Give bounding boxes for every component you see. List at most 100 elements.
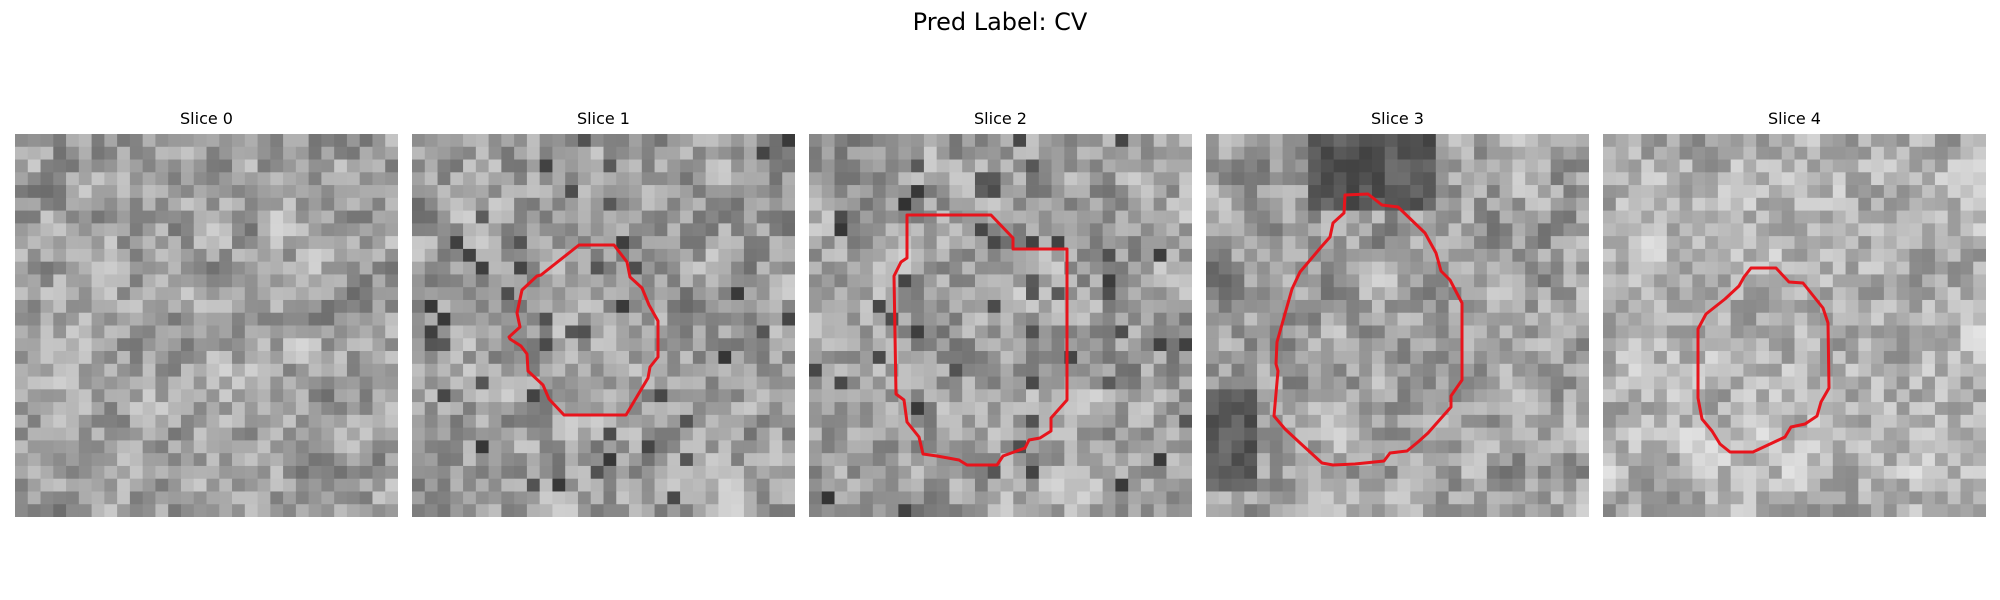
pixel — [1359, 236, 1373, 250]
pixel — [488, 453, 502, 467]
pixel — [78, 287, 92, 301]
pixel — [1603, 491, 1617, 505]
pixel — [1666, 172, 1680, 186]
pixel — [1077, 504, 1091, 517]
pixel — [168, 197, 182, 211]
pixel — [1666, 197, 1680, 211]
pixel — [1038, 491, 1052, 505]
pixel — [1410, 440, 1424, 454]
pixel — [180, 274, 195, 288]
pixel — [1077, 363, 1091, 377]
pixel — [936, 287, 950, 301]
pixel — [1871, 197, 1885, 211]
pixel — [1435, 478, 1449, 492]
pixel — [872, 197, 886, 211]
pixel — [475, 172, 489, 186]
pixel — [1883, 172, 1898, 186]
pixel — [590, 210, 604, 224]
pixel — [1179, 376, 1192, 390]
pixel — [1026, 465, 1040, 480]
pixel — [1140, 478, 1155, 492]
pixel — [27, 236, 41, 250]
pixel — [1346, 146, 1360, 160]
pixel — [821, 427, 835, 441]
pixel — [526, 223, 541, 237]
pixel — [168, 491, 182, 505]
pixel — [1179, 338, 1192, 352]
pixel — [923, 223, 938, 237]
pixel — [1295, 159, 1309, 173]
pixel — [1153, 299, 1167, 314]
pixel — [1679, 210, 1693, 224]
pixel — [1973, 248, 1986, 263]
pixel — [1077, 465, 1091, 480]
pixel — [809, 376, 823, 390]
pixel — [1512, 299, 1526, 314]
pixel — [66, 274, 80, 288]
pixel — [1499, 402, 1513, 416]
pixel — [346, 465, 361, 480]
pixel — [1218, 146, 1232, 160]
pixel — [1435, 414, 1449, 429]
pixel — [219, 504, 233, 517]
pixel — [641, 146, 655, 160]
pixel — [705, 197, 719, 211]
pixel — [705, 414, 719, 429]
pixel — [911, 363, 925, 377]
pixel — [1730, 248, 1744, 263]
pixel — [936, 223, 950, 237]
pixel — [1166, 159, 1180, 173]
pixel — [1282, 491, 1296, 505]
pixel — [629, 248, 643, 263]
pixel — [577, 440, 592, 454]
pixel — [475, 248, 489, 263]
pixel — [155, 248, 169, 263]
pixel — [270, 389, 284, 403]
pixel — [1807, 134, 1821, 148]
pixel — [424, 402, 438, 416]
pixel — [385, 146, 398, 160]
pixel — [270, 287, 284, 301]
pixel — [1384, 402, 1398, 416]
pixel — [1026, 210, 1040, 224]
pixel — [1730, 185, 1744, 199]
pixel — [1102, 236, 1116, 250]
pixel — [1781, 146, 1795, 160]
pixel — [104, 274, 118, 288]
pixel — [1308, 312, 1322, 326]
pixel — [872, 248, 886, 263]
pixel — [1397, 465, 1411, 480]
pixel — [1743, 478, 1757, 492]
pixel — [1218, 274, 1232, 288]
pixel — [66, 427, 80, 441]
pixel — [1384, 351, 1398, 365]
pixel — [155, 351, 169, 365]
pixel — [117, 376, 131, 390]
pixel — [731, 351, 745, 365]
pixel — [1448, 312, 1462, 326]
pixel — [193, 478, 207, 492]
pixel — [270, 465, 284, 480]
pixel — [1140, 402, 1155, 416]
pixel — [1717, 504, 1732, 517]
pixel — [1218, 440, 1232, 454]
pixel — [1896, 351, 1910, 365]
pixel — [219, 363, 233, 377]
pixel — [565, 236, 579, 250]
pixel — [1423, 376, 1437, 390]
pixel — [1832, 134, 1846, 148]
pixel — [616, 146, 630, 160]
pixel — [1359, 338, 1373, 352]
pixel — [15, 274, 29, 288]
pixel — [206, 440, 220, 454]
pixel — [1038, 236, 1052, 250]
pixel — [1922, 363, 1936, 377]
pixel — [1269, 274, 1283, 288]
pixel — [1922, 453, 1936, 467]
pixel — [1615, 414, 1629, 429]
pixel — [1692, 274, 1706, 288]
pixel — [565, 287, 579, 301]
pixel — [936, 427, 950, 441]
pixel — [743, 287, 758, 301]
pixel — [1308, 210, 1322, 224]
